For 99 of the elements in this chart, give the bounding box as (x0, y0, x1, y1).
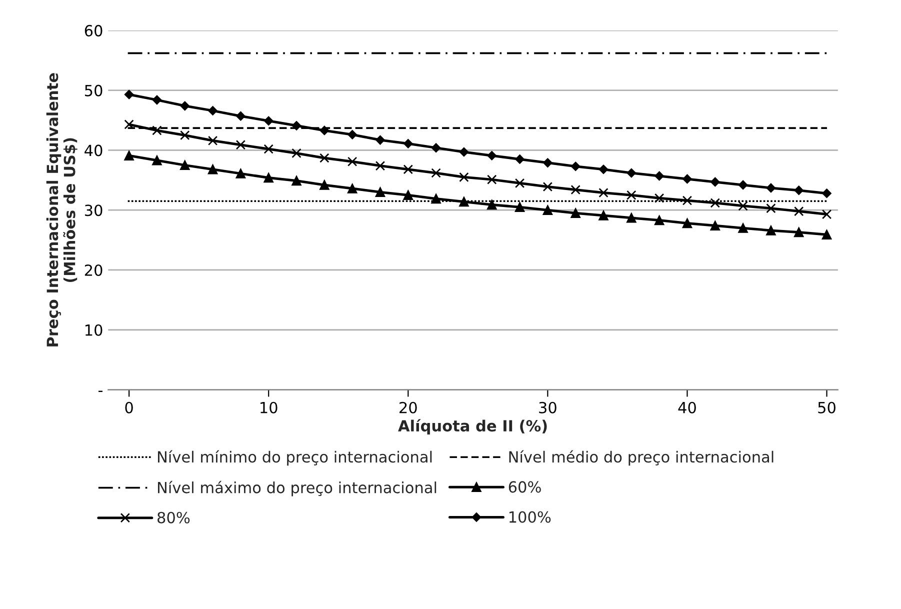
point (766, 183, 776, 193)
point (292, 121, 302, 130)
point (682, 218, 692, 228)
legend-label: 100% (509, 511, 551, 523)
x-tick-label: 20 (400, 402, 417, 414)
y-tick-label: 60 (84, 24, 102, 36)
point (180, 160, 190, 170)
point (570, 184, 580, 195)
point (292, 176, 302, 186)
point (320, 126, 330, 136)
legend-label: Nível médio do preço internacional (509, 450, 774, 466)
point (264, 144, 274, 154)
point (682, 174, 692, 184)
point (570, 162, 580, 172)
point (208, 136, 218, 146)
point (403, 190, 413, 200)
y-tick-label: 30 (84, 204, 102, 216)
point (654, 193, 664, 203)
legend-label: Nível mínimo do preço internacional (158, 450, 432, 466)
point (654, 215, 664, 226)
point (710, 220, 720, 231)
point (208, 164, 218, 174)
point (766, 203, 776, 214)
point (320, 153, 330, 163)
point (124, 150, 134, 160)
point (822, 209, 832, 220)
point (403, 164, 413, 174)
point (710, 177, 720, 187)
point (124, 90, 134, 100)
point (208, 106, 218, 116)
point (180, 130, 190, 140)
point (626, 190, 636, 200)
point (543, 158, 552, 168)
point (347, 156, 358, 166)
point (459, 196, 469, 207)
x-tick-label: 40 (678, 402, 696, 414)
y-tick-label: 40 (84, 144, 102, 156)
point (487, 150, 496, 160)
point (375, 187, 386, 197)
point (264, 116, 274, 126)
point (794, 227, 804, 238)
point (152, 126, 162, 136)
legend-label: Nível máximo do preço internacional (158, 480, 436, 496)
point (626, 168, 636, 178)
point (320, 180, 330, 190)
point (348, 130, 357, 140)
point (431, 143, 441, 152)
point (515, 154, 524, 164)
point (431, 194, 441, 204)
point (404, 139, 413, 148)
point (487, 174, 497, 184)
point (375, 160, 386, 171)
x-tick-label: 50 (818, 402, 836, 414)
point (236, 111, 246, 121)
point (710, 198, 720, 208)
point (542, 182, 553, 192)
point (738, 180, 748, 190)
legend-label: 80% (158, 512, 190, 524)
y-tick-label: 20 (84, 264, 102, 276)
point (598, 188, 608, 198)
point (152, 95, 162, 105)
x-tick-label: 30 (539, 402, 556, 414)
point (514, 178, 525, 188)
point (738, 201, 748, 211)
point (376, 135, 385, 145)
point (347, 184, 358, 194)
point (514, 202, 525, 212)
point (822, 188, 832, 198)
point (459, 172, 469, 182)
point (236, 168, 246, 178)
point (598, 210, 608, 220)
point (794, 206, 804, 216)
point (654, 171, 664, 181)
y-axis-title: Preço Internacional Equivalente (Milhões de US$) (46, 73, 78, 346)
point (264, 172, 274, 183)
x-tick-label: 0 (125, 402, 133, 414)
y-tick-label: - (98, 390, 103, 392)
x-tick-label: 10 (260, 402, 278, 414)
point (542, 205, 553, 215)
point (152, 156, 162, 166)
point (738, 223, 748, 233)
y-tick-label: 10 (85, 324, 102, 336)
point (431, 168, 441, 178)
point (292, 148, 302, 158)
point (570, 208, 580, 218)
point (236, 140, 246, 150)
point (794, 186, 804, 195)
point (682, 196, 692, 206)
legend-label: 60% (508, 481, 541, 493)
x-axis-title: Alíquota de II (%) (398, 419, 547, 435)
point (459, 147, 469, 157)
point (487, 200, 497, 210)
point (822, 230, 832, 240)
point (598, 164, 608, 174)
point (124, 120, 134, 130)
y-tick-label: 50 (84, 84, 102, 96)
point (766, 226, 776, 236)
point (626, 213, 636, 223)
point (180, 101, 190, 111)
